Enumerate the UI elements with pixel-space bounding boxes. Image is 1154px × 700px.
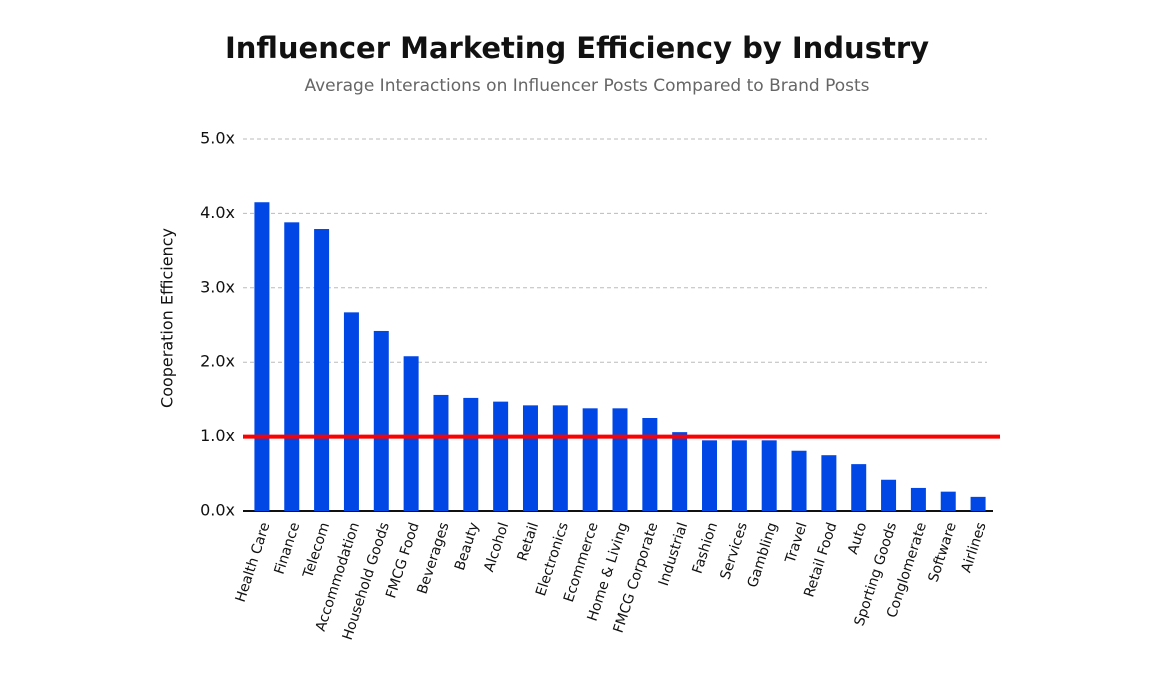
bar — [463, 397, 479, 511]
bar — [940, 491, 956, 511]
bar — [284, 222, 300, 511]
y-tick-label: 0.0x — [200, 501, 235, 520]
bar — [582, 408, 598, 511]
bar — [851, 464, 867, 511]
chart-subtitle: Average Interactions on Influencer Posts… — [304, 76, 869, 96]
bar — [522, 405, 538, 511]
y-tick-label: 4.0x — [200, 203, 235, 222]
bar — [761, 440, 777, 511]
x-tick-label: Gambling — [745, 521, 781, 590]
bar — [433, 394, 449, 511]
x-tick-label: Beauty — [452, 521, 482, 573]
x-tick-label: Services — [718, 521, 751, 582]
y-tick-label: 5.0x — [200, 129, 235, 148]
bar — [314, 229, 330, 512]
x-tick-label: Travel — [782, 521, 810, 566]
y-axis-label: Cooperation Efficiency — [158, 228, 177, 408]
bar — [403, 356, 419, 511]
x-tick-label: Telecom — [300, 521, 333, 581]
x-tick-label: Retail — [515, 521, 542, 564]
bar — [552, 405, 568, 511]
bar — [672, 432, 688, 511]
bar — [731, 440, 747, 511]
bar — [343, 312, 359, 511]
x-tick-label: Auto — [845, 521, 870, 557]
bar — [373, 330, 389, 511]
x-tick-label: Industrial — [656, 521, 692, 588]
x-tick-label: Finance — [272, 521, 304, 577]
bar — [910, 487, 926, 511]
bar — [791, 450, 807, 511]
y-tick-label: 3.0x — [200, 277, 235, 296]
bar — [702, 440, 718, 511]
y-tick-label: 1.0x — [200, 426, 235, 445]
bar — [493, 401, 509, 511]
chart-title: Influencer Marketing Efficiency by Indus… — [225, 31, 929, 65]
x-tick-label: Health Care — [233, 521, 274, 605]
x-tick-label: Airlines — [958, 521, 989, 575]
y-tick-label: 2.0x — [200, 352, 235, 371]
x-tick-label: Fashion — [690, 521, 722, 576]
bar — [881, 479, 897, 511]
bar — [970, 496, 986, 511]
x-tick-label: Software — [926, 521, 960, 585]
bar — [612, 408, 628, 511]
x-tick-label: Alcohol — [481, 521, 512, 575]
bar — [254, 202, 270, 512]
bar — [642, 418, 658, 511]
bar — [821, 455, 837, 511]
